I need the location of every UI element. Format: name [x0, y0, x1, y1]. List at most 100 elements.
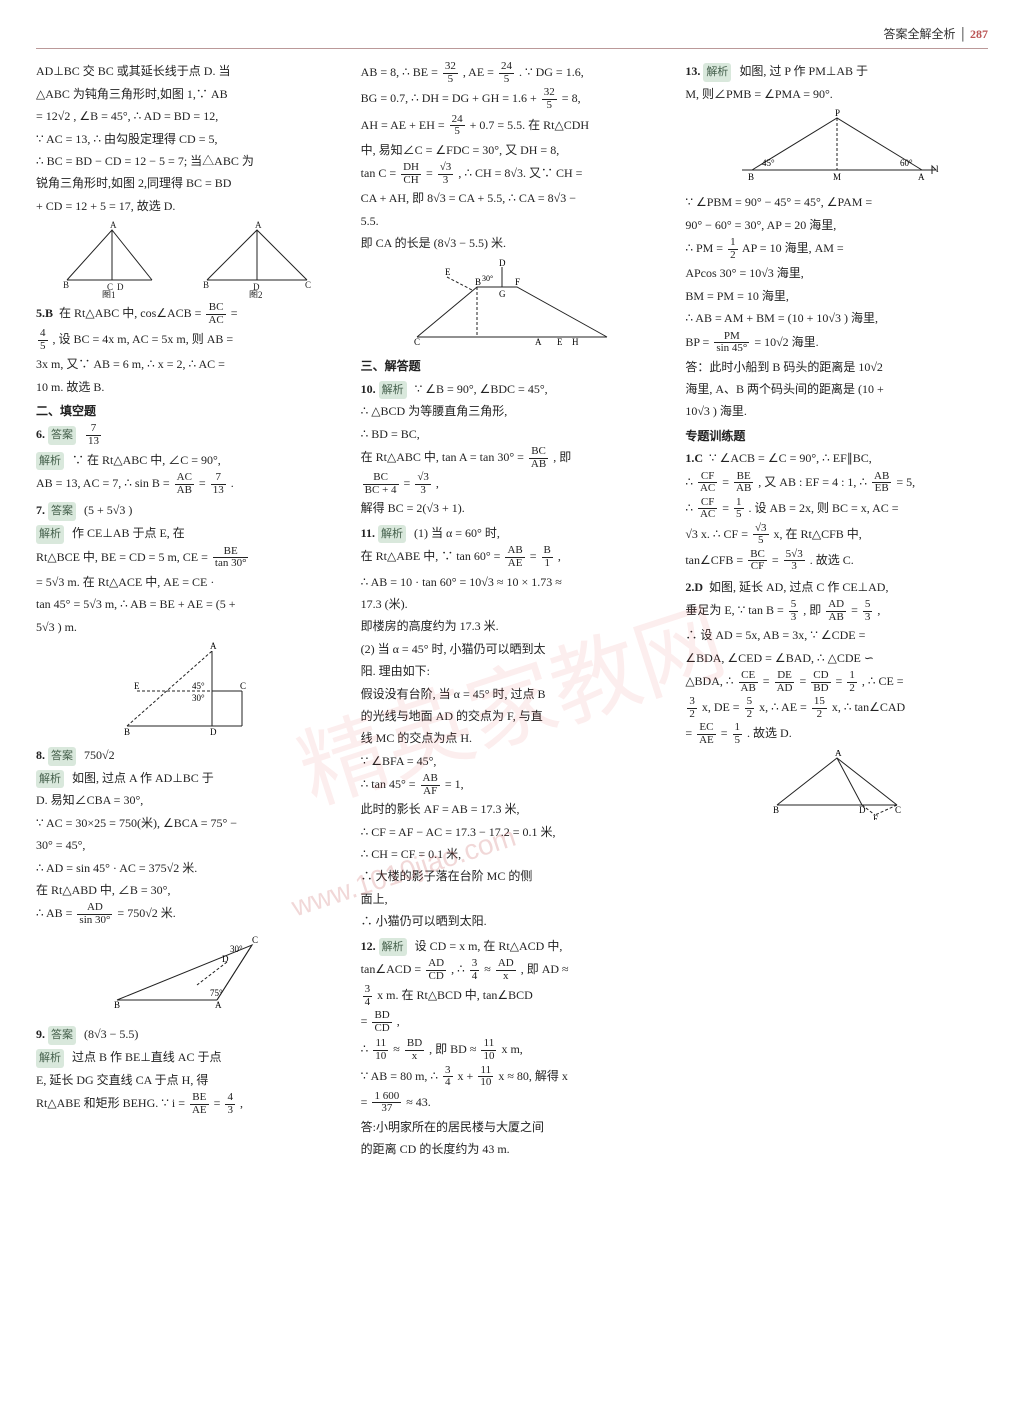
page-number: 287 — [970, 27, 988, 41]
text: 的光线与地面 AD 的交点为 F, 与直 — [361, 706, 664, 726]
svg-text:A: A — [210, 641, 217, 651]
svg-text:D: D — [222, 954, 229, 964]
text: , 即 AD ≈ — [521, 962, 569, 976]
text: ∵ ∠PBM = 90° − 45° = 45°, ∠PAM = — [685, 192, 988, 212]
svg-text:D: D — [210, 727, 217, 737]
text: D. 易知∠CBA = 30°, — [36, 790, 339, 810]
svg-text:45°: 45° — [192, 681, 205, 691]
svg-text:D: D — [499, 258, 506, 268]
fraction: ABAE — [505, 545, 524, 569]
q8: 8. 答案 750√2 解析 如图, 过点 A 作 AD⊥BC 于 D. 易知∠… — [36, 745, 339, 1020]
text: 17.3 (米). — [361, 594, 664, 614]
fraction: 152 — [812, 696, 827, 720]
text: 假设没有台阶, 当 α = 45° 时, 过点 B — [361, 684, 664, 704]
text: = 12√2 , ∠B = 45°, ∴ AD = BD = 12, — [36, 106, 339, 126]
text: ∴ AB = AM + BM = (10 + 10√3 ) 海里, — [685, 308, 988, 328]
text: 5.5. — [361, 211, 664, 231]
text: ≈ 43. — [406, 1094, 431, 1108]
text: ∴ 小猫仍可以晒到太阳. — [361, 911, 664, 931]
text: = — [799, 674, 806, 688]
figure-q7: A E B D C 45° 30° — [112, 641, 262, 741]
fraction: BEAE — [190, 1092, 209, 1116]
header-vbar: │ — [958, 27, 970, 41]
section-extra: 专题训练题 — [685, 426, 988, 446]
text: ∴ PM = — [685, 241, 723, 255]
ex1-num: 1.C — [685, 451, 703, 465]
text: = — [426, 166, 433, 180]
fraction: 1 60037 — [372, 1091, 401, 1115]
text: , — [397, 1014, 400, 1028]
answer-badge: 答案 — [48, 747, 76, 766]
text: tan∠CFB = — [685, 553, 743, 567]
text: ∴ 大楼的影子落在台阶 MC 的侧 — [361, 866, 664, 886]
figure-q8: C B A D 30° 75° — [102, 930, 272, 1020]
text: 5√3 ) m. — [36, 617, 339, 637]
text: △ABC 为钝角三角形时,如图 1,∵ AB — [36, 84, 339, 104]
fraction: 15 — [734, 497, 744, 521]
text: ∵ ∠B = 90°, ∠BDC = 45°, — [415, 382, 548, 396]
text: 如图, 过点 A 作 AD⊥BC 于 — [72, 771, 214, 785]
text: △BDA, ∴ — [685, 674, 733, 688]
svg-text:60°: 60° — [900, 158, 913, 168]
svg-text:30°: 30° — [230, 944, 243, 954]
fraction: 1110 — [481, 1038, 496, 1062]
svg-text:B: B — [475, 277, 481, 287]
text: 如图, 过 P 作 PM⊥AB 于 — [739, 64, 868, 78]
svg-text:C: C — [305, 280, 311, 290]
svg-text:图1: 图1 — [102, 290, 116, 298]
text: x, ∴ tan∠CAD — [832, 700, 905, 714]
text: 阳. 理由如下: — [361, 661, 664, 681]
text: , ∴ CE = — [862, 674, 904, 688]
svg-text:B: B — [63, 280, 69, 290]
fraction: DEAD — [775, 670, 795, 694]
text: , 又 AB : EF = 4 : 1, ∴ — [758, 474, 867, 488]
svg-text:B: B — [748, 172, 754, 182]
svg-text:B: B — [124, 727, 130, 737]
text: tan 45° = 5√3 m, ∴ AB = BE + AE = (5 + — [36, 594, 339, 614]
text: = — [836, 674, 843, 688]
text: tan∠ACD = — [361, 962, 422, 976]
text: (1) 当 α = 60° 时, — [414, 526, 500, 540]
explain-badge: 解析 — [379, 938, 407, 957]
fraction: CEAB — [739, 670, 758, 694]
text: = 8, — [562, 91, 581, 105]
text: ∴ BD = BC, — [361, 424, 664, 444]
q9-num: 9. — [36, 1027, 45, 1041]
text: , — [240, 1096, 243, 1110]
svg-text:H: H — [572, 337, 579, 347]
content-columns: AD⊥BC 交 BC 或其延长线于点 D. 当 △ABC 为钝角三角形时,如图 … — [36, 61, 988, 1341]
q9-cont: AB = 8, ∴ BE = 325 , AE = 245 . ∵ DG = 1… — [361, 61, 664, 352]
svg-text:30°: 30° — [482, 274, 493, 283]
text: ∴ △BCD 为等腰直角三角形, — [361, 401, 664, 421]
text: ∴ — [361, 1042, 369, 1056]
text: tan C = — [361, 166, 396, 180]
text: ∵ AB = 80 m, ∴ — [361, 1068, 438, 1082]
text: , — [877, 603, 880, 617]
text: ∵ 在 Rt△ABC 中, ∠C = 90°, — [72, 453, 221, 467]
text: 10 m. 故选 B. — [36, 377, 339, 397]
fraction: 32 — [687, 696, 697, 720]
fraction: 52 — [745, 696, 755, 720]
text: + CD = 12 + 5 = 17, 故选 D. — [36, 196, 339, 216]
text: BM = PM = 10 海里, — [685, 286, 988, 306]
q4-tail: AD⊥BC 交 BC 或其延长线于点 D. 当 △ABC 为钝角三角形时,如图 … — [36, 61, 339, 216]
text: + 0.7 = 5.5. 在 Rt△CDH — [470, 117, 589, 131]
fraction: BCCF — [748, 549, 767, 573]
text: 线 MC 的交点为点 H. — [361, 728, 664, 748]
explain-badge: 解析 — [36, 452, 64, 471]
text: AB = 13, AC = 7, ∴ sin B = — [36, 476, 170, 490]
text: (8√3 − 5.5) — [84, 1027, 138, 1041]
fraction: 34 — [363, 984, 373, 1008]
text: = — [231, 306, 238, 320]
fraction: √33 — [438, 162, 454, 186]
fraction: 53 — [789, 599, 799, 623]
q10-num: 10. — [361, 382, 376, 396]
text: , AE = — [463, 65, 494, 79]
text: . ∵ DG = 1.6, — [519, 65, 584, 79]
fraction: 325 — [443, 61, 458, 85]
text: , ∴ — [451, 962, 465, 976]
svg-text:B: B — [203, 280, 209, 290]
fraction: 43 — [225, 1092, 235, 1116]
fraction: PMsin 45° — [714, 331, 749, 355]
text: x m. 在 Rt△BCD 中, tan∠BCD — [377, 988, 533, 1002]
